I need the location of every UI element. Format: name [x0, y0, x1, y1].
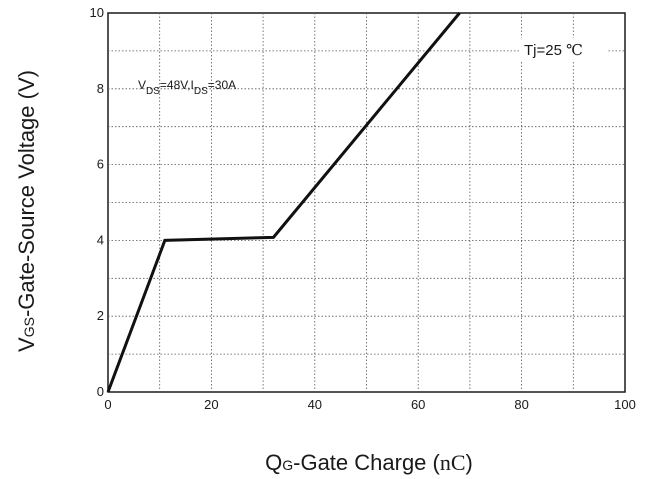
y-tick-labels: 0 2 4 6 8 10	[90, 5, 104, 399]
x-tick-labels: 0 20 40 60 80 100	[104, 397, 635, 412]
condition-v: V	[138, 78, 146, 92]
x-axis-title: QG-Gate Charge (nC)	[265, 450, 473, 475]
condition-ids-sub: DS	[194, 86, 208, 97]
y-tick-label: 0	[97, 384, 104, 399]
x-tick-label: 80	[514, 397, 528, 412]
temperature-label: Tj=25	[524, 42, 566, 59]
condition-ids-value: =30A	[208, 78, 236, 92]
temperature-annotation: Tj=25 ℃	[520, 38, 608, 60]
temperature-unit: ℃	[566, 43, 583, 59]
y-tick-label: 2	[97, 308, 104, 323]
y-axis-title-sub: GS	[21, 317, 37, 337]
x-tick-label: 20	[204, 397, 218, 412]
y-axis-title-rest: -Gate-Source Voltage (V)	[14, 70, 39, 317]
condition-vds-value: =48V,I	[160, 78, 194, 92]
y-tick-label: 6	[97, 157, 104, 172]
x-tick-label: 40	[308, 397, 322, 412]
y-axis-title-main: V	[14, 337, 39, 352]
x-tick-label: 60	[411, 397, 425, 412]
x-tick-label: 0	[104, 397, 111, 412]
x-axis-title-close: )	[466, 450, 473, 475]
gate-charge-curve	[106, 12, 461, 393]
x-tick-label: 100	[614, 397, 636, 412]
condition-annotation: VDS=48V,IDS=30A	[138, 78, 236, 97]
y-axis-title: VGS-Gate-Source Voltage (V)	[14, 70, 39, 352]
condition-vds-sub: DS	[146, 86, 160, 97]
x-axis-title-unit: nC	[440, 450, 466, 475]
y-tick-label: 10	[90, 5, 104, 20]
y-tick-label: 8	[97, 81, 104, 96]
svg-text:Tj=25 ℃: Tj=25 ℃	[524, 42, 583, 59]
x-axis-title-main: Q	[265, 450, 282, 475]
y-tick-label: 4	[97, 232, 104, 247]
x-axis-title-rest: -Gate Charge (	[293, 450, 440, 475]
x-axis-title-sub: G	[282, 457, 293, 473]
